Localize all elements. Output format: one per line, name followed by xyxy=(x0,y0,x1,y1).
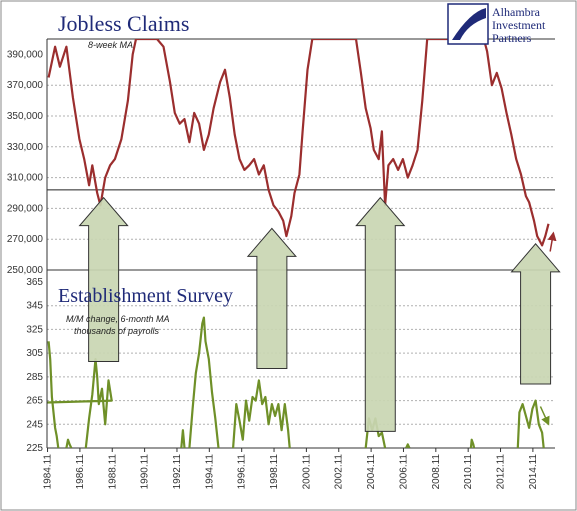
x-tick-label: 2006.11 xyxy=(398,454,409,490)
payrolls-y-tick: 245 xyxy=(26,419,43,430)
claims-y-tick: 330,000 xyxy=(7,142,44,153)
payrolls-y-tick: 285 xyxy=(26,372,43,383)
payrolls-line xyxy=(188,316,220,448)
payrolls-series xyxy=(47,316,545,448)
payrolls-y-tick: 325 xyxy=(26,324,43,335)
logo-line-1: Alhambra xyxy=(492,5,541,19)
up-arrow xyxy=(246,227,297,370)
x-tick-label: 1996.11 xyxy=(237,454,248,490)
x-tick-label: 2000.11 xyxy=(301,454,312,490)
claims-projection-arrow xyxy=(547,231,557,252)
x-tick-label: 1986.11 xyxy=(75,454,86,490)
x-tick-label: 1984.11 xyxy=(43,454,54,490)
claims-y-tick: 390,000 xyxy=(7,49,44,60)
x-tick-label: 2002.11 xyxy=(334,454,345,490)
claims-y-tick: 370,000 xyxy=(7,80,44,91)
x-tick-label: 2012.11 xyxy=(496,454,507,490)
up-arrow xyxy=(355,196,406,432)
payrolls-y-tick: 345 xyxy=(26,301,43,312)
x-tick-label: 1992.11 xyxy=(172,454,183,490)
x-tick-label: 1990.11 xyxy=(140,454,151,490)
x-tick-label: 2010.11 xyxy=(463,454,474,490)
alhambra-logo: Alhambra Investment Partners xyxy=(447,3,546,45)
x-tick-label: 1998.11 xyxy=(269,454,280,490)
x-tick-labels: 1984.11 1986.11 1988.11 1990.11 1992.11 1994.… xyxy=(43,448,539,489)
claims-subtitle: 8-week MA xyxy=(88,40,133,50)
claims-y-tick: 350,000 xyxy=(7,111,44,122)
payrolls-subtitle-line1: M/M change, 6-month MA xyxy=(66,314,170,324)
payrolls-line xyxy=(469,438,476,448)
payrolls-y-tick-labels: 365 345 325 305 285 265 245 225 xyxy=(26,277,43,454)
payrolls-line xyxy=(405,443,411,448)
payrolls-y-tick: 265 xyxy=(26,396,43,407)
logo-line-2: Investment xyxy=(492,18,546,32)
payrolls-y-tick: 225 xyxy=(26,443,43,454)
payrolls-gridlines xyxy=(47,305,555,425)
claims-y-tick: 270,000 xyxy=(7,234,44,245)
claims-y-tick: 310,000 xyxy=(7,173,44,184)
claims-y-tick: 250,000 xyxy=(7,265,44,276)
payrolls-line xyxy=(47,341,60,448)
payrolls-subtitle-line2: thousands of payrolls xyxy=(74,326,160,336)
payrolls-line xyxy=(516,399,545,448)
payrolls-projection-arrow xyxy=(539,406,550,426)
projection-arrows xyxy=(539,231,557,426)
claims-line xyxy=(47,39,550,247)
claims-y-tick: 290,000 xyxy=(7,203,44,214)
claims-title: Jobless Claims xyxy=(58,11,189,36)
annotation-arrows xyxy=(78,196,561,432)
logo-line-3: Partners xyxy=(492,31,532,45)
x-tick-label: 1988.11 xyxy=(107,454,118,490)
x-tick-label: 2014.11 xyxy=(528,454,539,490)
x-tick-label: 2004.11 xyxy=(366,454,377,490)
x-tick-label: 2008.11 xyxy=(431,454,442,490)
payrolls-title: Establishment Survey xyxy=(58,285,233,307)
x-tick-label: 1994.11 xyxy=(204,454,215,490)
payrolls-y-tick: 305 xyxy=(26,348,43,359)
payrolls-line xyxy=(65,438,73,448)
claims-y-tick-labels: 390,000 370,000 350,000 330,000 310,000 290,0… xyxy=(7,49,44,276)
payrolls-line xyxy=(47,358,113,448)
up-arrow xyxy=(510,243,561,385)
payrolls-line xyxy=(180,429,186,448)
claims-series xyxy=(47,39,550,247)
payrolls-line xyxy=(232,379,291,448)
logo-swoosh-icon xyxy=(452,8,486,40)
up-arrow xyxy=(78,196,129,362)
payrolls-y-tick: 365 xyxy=(26,277,43,288)
